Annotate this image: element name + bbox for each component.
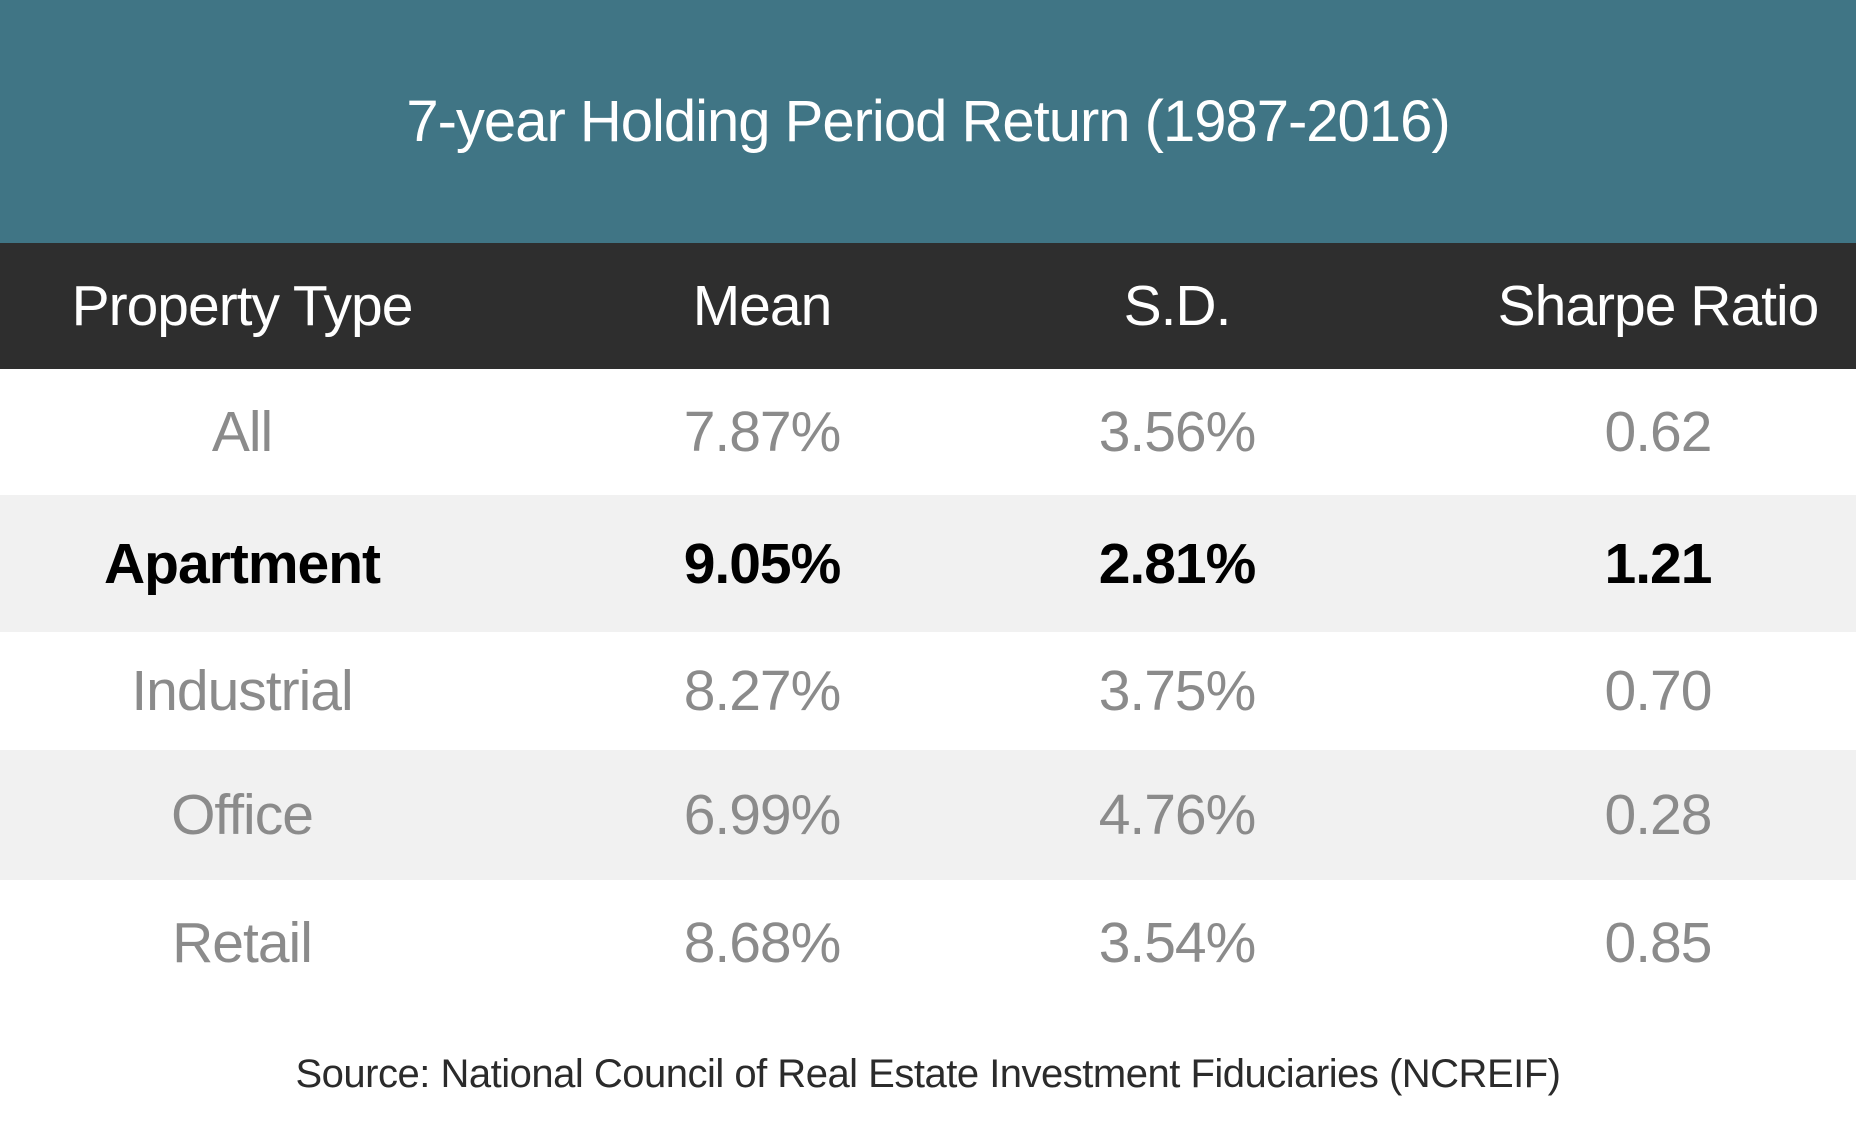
cell-mean: 9.05% [683,531,842,596]
cell-sd: 4.76% [1098,783,1257,847]
column-header-sharpe-ratio: Sharpe Ratio [1497,274,1820,338]
cell-mean: 8.68% [683,910,842,975]
table-row: Retail 8.68% 3.54% 0.85 [0,880,1856,1005]
table-row: All 7.87% 3.56% 0.62 [0,369,1856,495]
cell-property-type: Industrial [131,659,353,723]
cell-sharpe-ratio: 0.28 [1604,783,1713,847]
table-header-row: Property Type Mean S.D. Sharpe Ratio [0,243,1856,369]
title-banner: 7-year Holding Period Return (1987-2016) [0,0,1856,243]
table-header: Property Type Mean S.D. Sharpe Ratio [0,243,1856,369]
cell-property-type: Retail [172,910,313,975]
table-row: Apartment 9.05% 2.81% 1.21 [0,495,1856,632]
cell-sd: 2.81% [1098,531,1257,596]
cell-sharpe-ratio: 0.85 [1604,910,1713,975]
cell-sharpe-ratio: 1.21 [1604,531,1713,596]
cell-property-type: All [211,400,273,464]
cell-property-type: Office [171,783,314,847]
column-header-mean: Mean [692,274,833,338]
cell-mean: 6.99% [683,783,842,847]
column-header-sd: S.D. [1123,274,1232,338]
cell-mean: 7.87% [683,400,842,464]
table-row: Office 6.99% 4.76% 0.28 [0,750,1856,880]
cell-sharpe-ratio: 0.62 [1604,400,1713,464]
table-row: Industrial 8.27% 3.75% 0.70 [0,632,1856,750]
cell-mean: 8.27% [683,659,842,723]
cell-sd: 3.56% [1098,400,1257,464]
page-title: 7-year Holding Period Return (1987-2016) [406,89,1450,154]
cell-sd: 3.75% [1098,659,1257,723]
cell-property-type: Apartment [103,531,381,596]
cell-sharpe-ratio: 0.70 [1604,659,1713,723]
cell-sd: 3.54% [1098,910,1257,975]
table-body: All 7.87% 3.56% 0.62 Apartment 9.05% 2.81% 1.21… [0,369,1856,1005]
column-header-property-type: Property Type [71,274,414,338]
source-note: Source: National Council of Real Estate … [295,1051,1561,1096]
holding-period-return-table: Property Type Mean S.D. Sharpe Ratio All… [0,243,1856,1005]
